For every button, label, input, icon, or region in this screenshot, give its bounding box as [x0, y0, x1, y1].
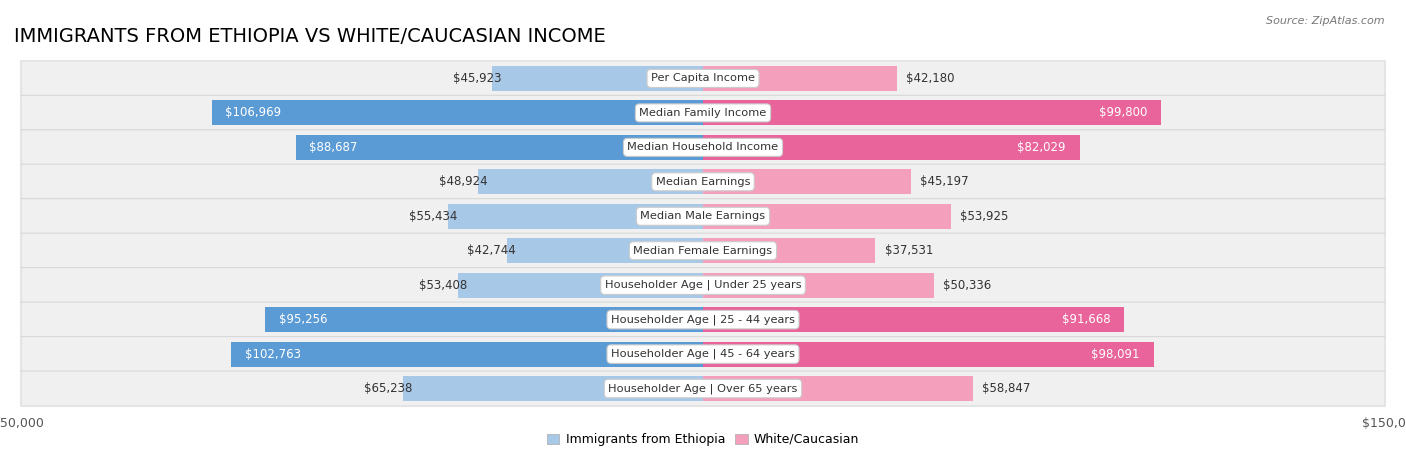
- Text: $98,091: $98,091: [1091, 347, 1140, 361]
- Bar: [404, 376, 703, 401]
- Bar: [266, 307, 703, 332]
- Text: $42,180: $42,180: [905, 72, 955, 85]
- Text: Median Family Income: Median Family Income: [640, 108, 766, 118]
- Bar: [478, 170, 703, 194]
- Text: Householder Age | Under 25 years: Householder Age | Under 25 years: [605, 280, 801, 290]
- Text: $82,029: $82,029: [1018, 141, 1066, 154]
- Bar: [703, 307, 1123, 332]
- Text: $50,336: $50,336: [943, 279, 991, 292]
- Text: Householder Age | 25 - 44 years: Householder Age | 25 - 44 years: [612, 314, 794, 325]
- Bar: [506, 238, 703, 263]
- FancyBboxPatch shape: [21, 130, 1385, 165]
- Text: $45,923: $45,923: [453, 72, 502, 85]
- Text: Householder Age | Over 65 years: Householder Age | Over 65 years: [609, 383, 797, 394]
- Text: $106,969: $106,969: [225, 106, 281, 120]
- Bar: [703, 170, 911, 194]
- Bar: [703, 238, 876, 263]
- Text: $65,238: $65,238: [364, 382, 412, 395]
- FancyBboxPatch shape: [21, 95, 1385, 130]
- FancyBboxPatch shape: [21, 337, 1385, 372]
- FancyBboxPatch shape: [21, 233, 1385, 269]
- Text: $99,800: $99,800: [1099, 106, 1147, 120]
- Text: $53,925: $53,925: [960, 210, 1008, 223]
- Text: $88,687: $88,687: [309, 141, 357, 154]
- Bar: [212, 100, 703, 125]
- FancyBboxPatch shape: [21, 268, 1385, 303]
- Text: $102,763: $102,763: [245, 347, 301, 361]
- Text: IMMIGRANTS FROM ETHIOPIA VS WHITE/CAUCASIAN INCOME: IMMIGRANTS FROM ETHIOPIA VS WHITE/CAUCAS…: [14, 27, 606, 46]
- Legend: Immigrants from Ethiopia, White/Caucasian: Immigrants from Ethiopia, White/Caucasia…: [541, 428, 865, 451]
- Text: Source: ZipAtlas.com: Source: ZipAtlas.com: [1267, 16, 1385, 26]
- FancyBboxPatch shape: [21, 164, 1385, 199]
- Text: $42,744: $42,744: [467, 244, 516, 257]
- Bar: [231, 342, 703, 367]
- FancyBboxPatch shape: [21, 61, 1385, 96]
- Bar: [703, 135, 1080, 160]
- Bar: [703, 376, 973, 401]
- Text: $37,531: $37,531: [884, 244, 934, 257]
- Bar: [703, 273, 934, 297]
- Text: Per Capita Income: Per Capita Income: [651, 73, 755, 84]
- Text: Median Household Income: Median Household Income: [627, 142, 779, 152]
- Text: $48,924: $48,924: [439, 175, 488, 188]
- Bar: [703, 204, 950, 229]
- Text: $58,847: $58,847: [983, 382, 1031, 395]
- Text: Median Female Earnings: Median Female Earnings: [634, 246, 772, 256]
- FancyBboxPatch shape: [21, 302, 1385, 337]
- Bar: [703, 342, 1153, 367]
- Bar: [492, 66, 703, 91]
- Text: $95,256: $95,256: [280, 313, 328, 326]
- Text: $91,668: $91,668: [1062, 313, 1111, 326]
- Bar: [295, 135, 703, 160]
- FancyBboxPatch shape: [21, 371, 1385, 406]
- Bar: [458, 273, 703, 297]
- Text: Householder Age | 45 - 64 years: Householder Age | 45 - 64 years: [612, 349, 794, 359]
- Text: $45,197: $45,197: [920, 175, 969, 188]
- Bar: [449, 204, 703, 229]
- Bar: [703, 100, 1161, 125]
- Text: $53,408: $53,408: [419, 279, 467, 292]
- Text: $55,434: $55,434: [409, 210, 457, 223]
- Bar: [703, 66, 897, 91]
- Text: Median Male Earnings: Median Male Earnings: [641, 211, 765, 221]
- Text: Median Earnings: Median Earnings: [655, 177, 751, 187]
- FancyBboxPatch shape: [21, 198, 1385, 234]
